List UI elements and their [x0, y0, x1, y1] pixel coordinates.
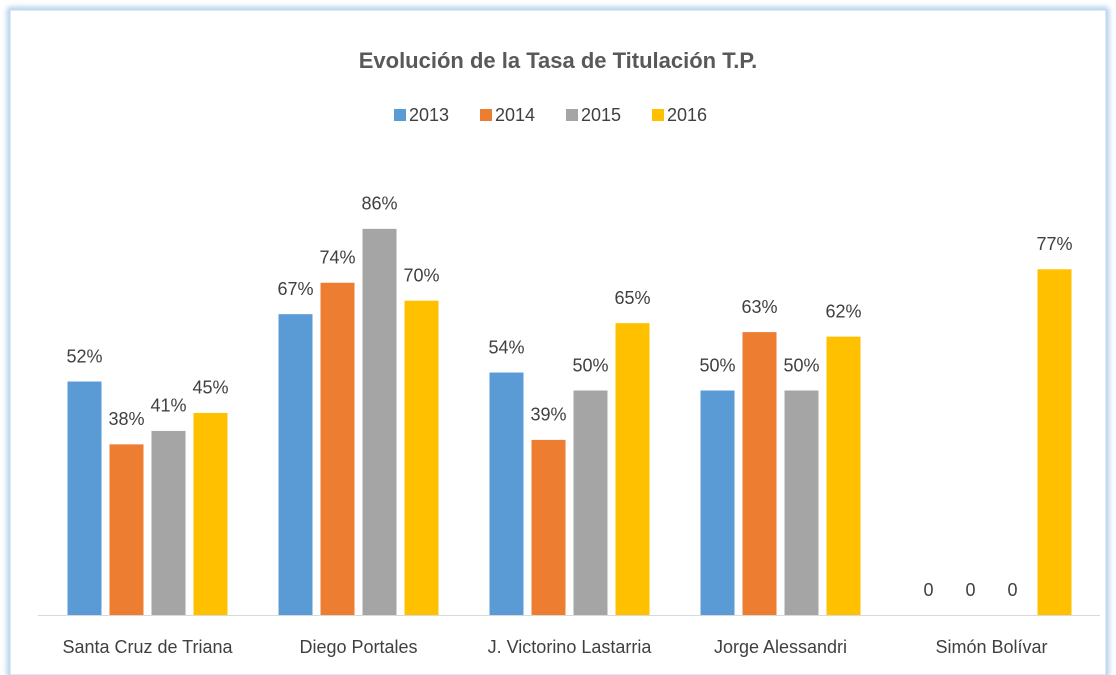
bar: [67, 381, 102, 615]
bar: [320, 282, 355, 615]
data-label: 70%: [403, 265, 439, 285]
bar: [826, 336, 861, 615]
data-label: 62%: [825, 301, 861, 321]
bar: [362, 228, 397, 616]
bar: [1037, 269, 1072, 615]
data-label: 0: [965, 580, 975, 600]
bar: [278, 314, 313, 615]
data-label: 52%: [66, 346, 102, 366]
data-label: 50%: [783, 355, 819, 375]
data-label: 50%: [699, 355, 735, 375]
bar: [573, 390, 608, 615]
x-tick-label: J. Victorino Lastarria: [488, 637, 653, 657]
bar: [489, 372, 524, 615]
legend-label: 2013: [409, 105, 449, 125]
data-label: 63%: [741, 297, 777, 317]
bar: [151, 430, 186, 615]
bar: [109, 444, 144, 615]
x-tick-label: Simón Bolívar: [935, 637, 1047, 657]
bar: [784, 390, 819, 615]
legend-label: 2014: [495, 105, 535, 125]
bar: [742, 332, 777, 615]
data-label: 38%: [108, 409, 144, 429]
bar: [193, 412, 228, 615]
legend-swatch: [566, 109, 578, 121]
bar: [615, 323, 650, 615]
chart-title: Evolución de la Tasa de Titulación T.P.: [359, 48, 758, 73]
bar: [531, 439, 566, 615]
x-tick-label: Jorge Alessandri: [714, 637, 847, 657]
data-label: 86%: [361, 194, 397, 214]
bar: [404, 300, 439, 615]
data-label: 0: [923, 580, 933, 600]
x-tick-label: Santa Cruz de Triana: [62, 637, 233, 657]
legend-swatch: [480, 109, 492, 121]
data-label: 67%: [277, 279, 313, 299]
legend-label: 2015: [581, 105, 621, 125]
data-label: 54%: [488, 337, 524, 357]
bar: [700, 390, 735, 615]
x-tick-label: Diego Portales: [299, 637, 417, 657]
legend-swatch: [652, 109, 664, 121]
data-label: 77%: [1036, 234, 1072, 254]
data-label: 41%: [150, 396, 186, 416]
data-label: 39%: [530, 405, 566, 425]
data-label: 50%: [572, 355, 608, 375]
legend-swatch: [394, 109, 406, 121]
data-label: 0: [1007, 580, 1017, 600]
legend-label: 2016: [667, 105, 707, 125]
data-label: 45%: [192, 378, 228, 398]
data-label: 65%: [614, 288, 650, 308]
data-label: 74%: [319, 247, 355, 267]
